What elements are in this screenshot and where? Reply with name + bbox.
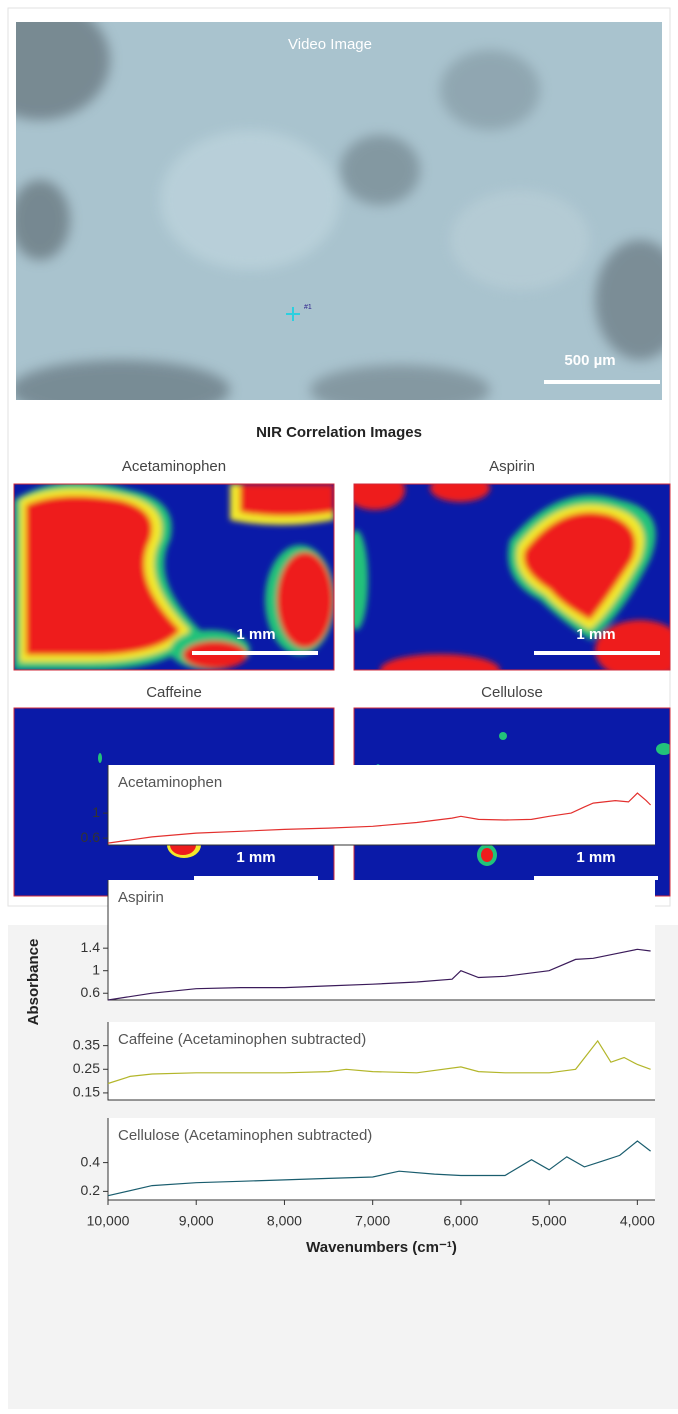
y-tick-label: 1 [92, 804, 100, 820]
scale-bar [534, 651, 660, 655]
scale-label: 1 mm [236, 626, 275, 643]
x-tick-label: 7,000 [355, 1213, 390, 1229]
panel-label: Caffeine [146, 684, 202, 701]
x-tick-label: 10,000 [87, 1213, 130, 1229]
panel-title: Aspirin [118, 889, 164, 906]
y-tick-label: 0.6 [81, 984, 101, 1000]
x-tick-label: 8,000 [267, 1213, 302, 1229]
x-tick-label: 4,000 [620, 1213, 655, 1229]
x-axis-label: Wavenumbers (cm⁻¹) [306, 1239, 457, 1256]
x-tick-label: 9,000 [179, 1213, 214, 1229]
scale-bar [544, 380, 660, 384]
y-tick-label: 0.35 [73, 1036, 100, 1052]
video-image: Video Image #1 500 µm [0, 0, 678, 420]
y-tick-label: 0.4 [81, 1153, 101, 1169]
y-tick-label: 0.25 [73, 1060, 100, 1076]
scale-label: 1 mm [236, 849, 275, 866]
y-tick-label: 1.4 [81, 939, 101, 955]
y-tick-label: 0.15 [73, 1084, 100, 1100]
x-tick-label: 6,000 [443, 1213, 478, 1229]
y-axis-label: Absorbance [25, 939, 42, 1026]
panel-title: Acetaminophen [118, 774, 222, 791]
y-tick-label: 0.6 [81, 829, 101, 845]
heatmap: 1 mm [14, 482, 335, 670]
scale-bar [534, 876, 658, 880]
x-tick-label: 5,000 [532, 1213, 567, 1229]
panel-label: Aspirin [489, 458, 535, 475]
figure: Video Image #1 500 µm NIR Correlation Im… [0, 0, 678, 1409]
marker-label: #1 [304, 304, 312, 311]
nir-title: NIR Correlation Images [256, 424, 422, 441]
scale-bar [194, 876, 318, 880]
y-tick-label: 1 [92, 961, 100, 977]
panel-title: Cellulose (Acetaminophen subtracted) [118, 1127, 372, 1144]
video-title: Video Image [288, 36, 372, 53]
y-tick-label: 0.2 [81, 1182, 101, 1198]
scale-label: 1 mm [576, 849, 615, 866]
scale-label: 500 µm [564, 352, 615, 369]
scale-label: 1 mm [576, 626, 615, 643]
panel-label: Cellulose [481, 684, 543, 701]
scale-bar [192, 651, 318, 655]
heatmap: 1 mm [344, 470, 678, 686]
page: Video Image #1 500 µm NIR Correlation Im… [0, 0, 678, 1409]
panel-title: Caffeine (Acetaminophen subtracted) [118, 1031, 366, 1048]
plot-area [108, 880, 655, 1000]
panel-label: Acetaminophen [122, 458, 226, 475]
